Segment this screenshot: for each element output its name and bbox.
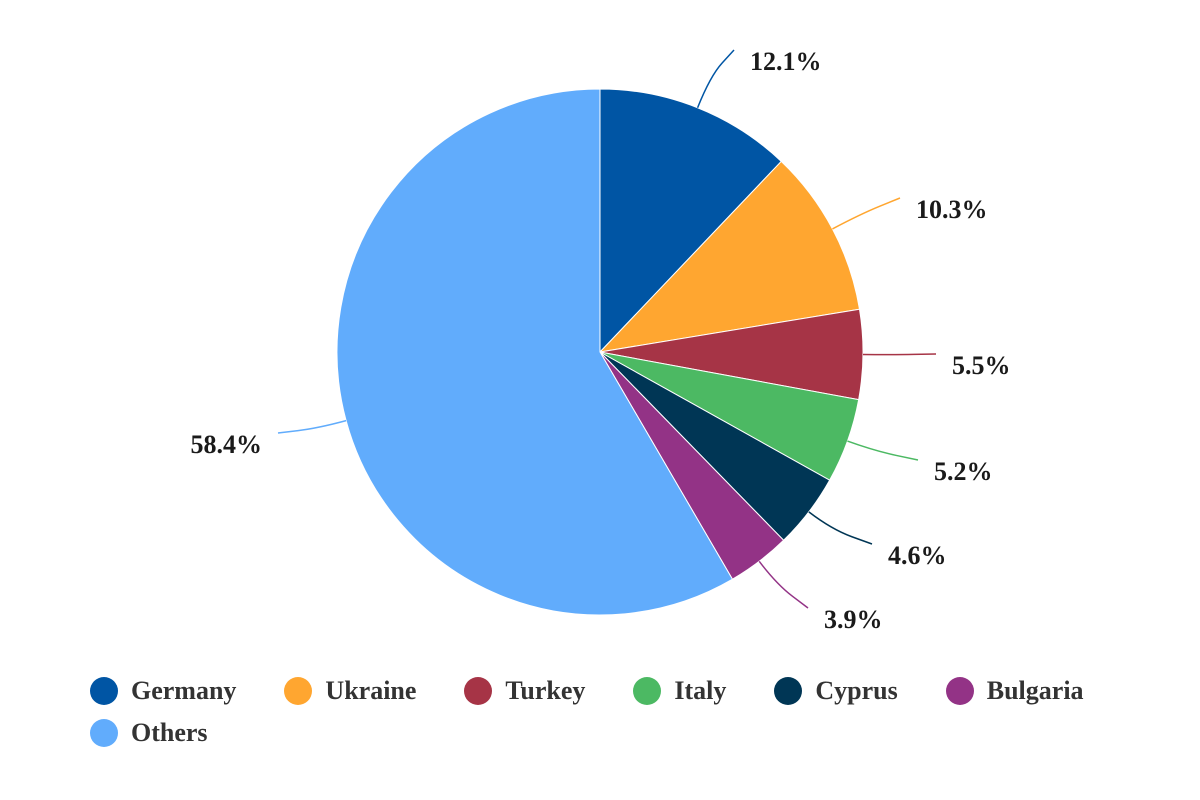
legend-item-ukraine[interactable]: Ukraine — [284, 676, 416, 706]
legend-swatch-icon — [633, 677, 662, 705]
legend-item-turkey[interactable]: Turkey — [464, 676, 585, 706]
legend-swatch-icon — [284, 677, 313, 705]
legend-swatch-icon — [945, 677, 974, 705]
leader-line-others — [277, 419, 347, 434]
legend-label: Others — [131, 718, 208, 747]
legend-label: Bulgaria — [986, 676, 1084, 705]
legend-label: Turkey — [505, 676, 586, 705]
pie-slice-others[interactable] — [336, 88, 734, 616]
legend-item-bulgaria[interactable]: Bulgaria — [945, 676, 1084, 706]
leader-line-turkey — [862, 353, 937, 356]
data-label-ukraine: 10.3% — [916, 195, 988, 224]
legend-swatch-icon — [90, 677, 118, 705]
data-label-germany: 12.1% — [750, 47, 822, 76]
leader-line-germany — [696, 49, 735, 109]
legend: Germany Ukraine Turkey Italy Cyprus Bulgaria O… — [90, 676, 1150, 748]
legend-swatch-icon — [90, 719, 118, 747]
legend-label: Ukraine — [325, 676, 417, 705]
pie-slices — [336, 88, 864, 616]
data-label-bulgaria: 3.9% — [824, 605, 883, 634]
leader-line-ukraine — [832, 197, 901, 230]
data-label-turkey: 5.5% — [952, 351, 1011, 380]
leader-line-cyprus — [808, 511, 873, 545]
legend-swatch-icon — [464, 677, 493, 705]
legend-item-others[interactable]: Others — [90, 718, 208, 748]
legend-label: Italy — [674, 676, 727, 705]
leader-line-italy — [847, 440, 919, 461]
leader-lines — [277, 49, 937, 609]
legend-label: Cyprus — [815, 676, 898, 705]
legend-label: Germany — [131, 676, 237, 705]
legend-item-germany[interactable]: Germany — [90, 676, 236, 706]
pie-slice-germany[interactable] — [599, 88, 782, 354]
leader-line-bulgaria — [758, 560, 809, 609]
data-labels: 12.1% 10.3% 5.5% 5.2% 4.6% 3.9% 58.4% — [191, 47, 1011, 634]
legend-item-cyprus[interactable]: Cyprus — [774, 676, 898, 706]
pie-slice-ukraine[interactable] — [598, 160, 861, 353]
data-label-cyprus: 4.6% — [888, 541, 947, 570]
pie-chart: 12.1% 10.3% 5.5% 5.2% 4.6% 3.9% 58.4% — [191, 47, 1011, 634]
data-label-others: 58.4% — [191, 430, 263, 459]
legend-swatch-icon — [774, 677, 803, 705]
data-label-italy: 5.2% — [934, 457, 993, 486]
legend-item-italy[interactable]: Italy — [633, 676, 726, 706]
